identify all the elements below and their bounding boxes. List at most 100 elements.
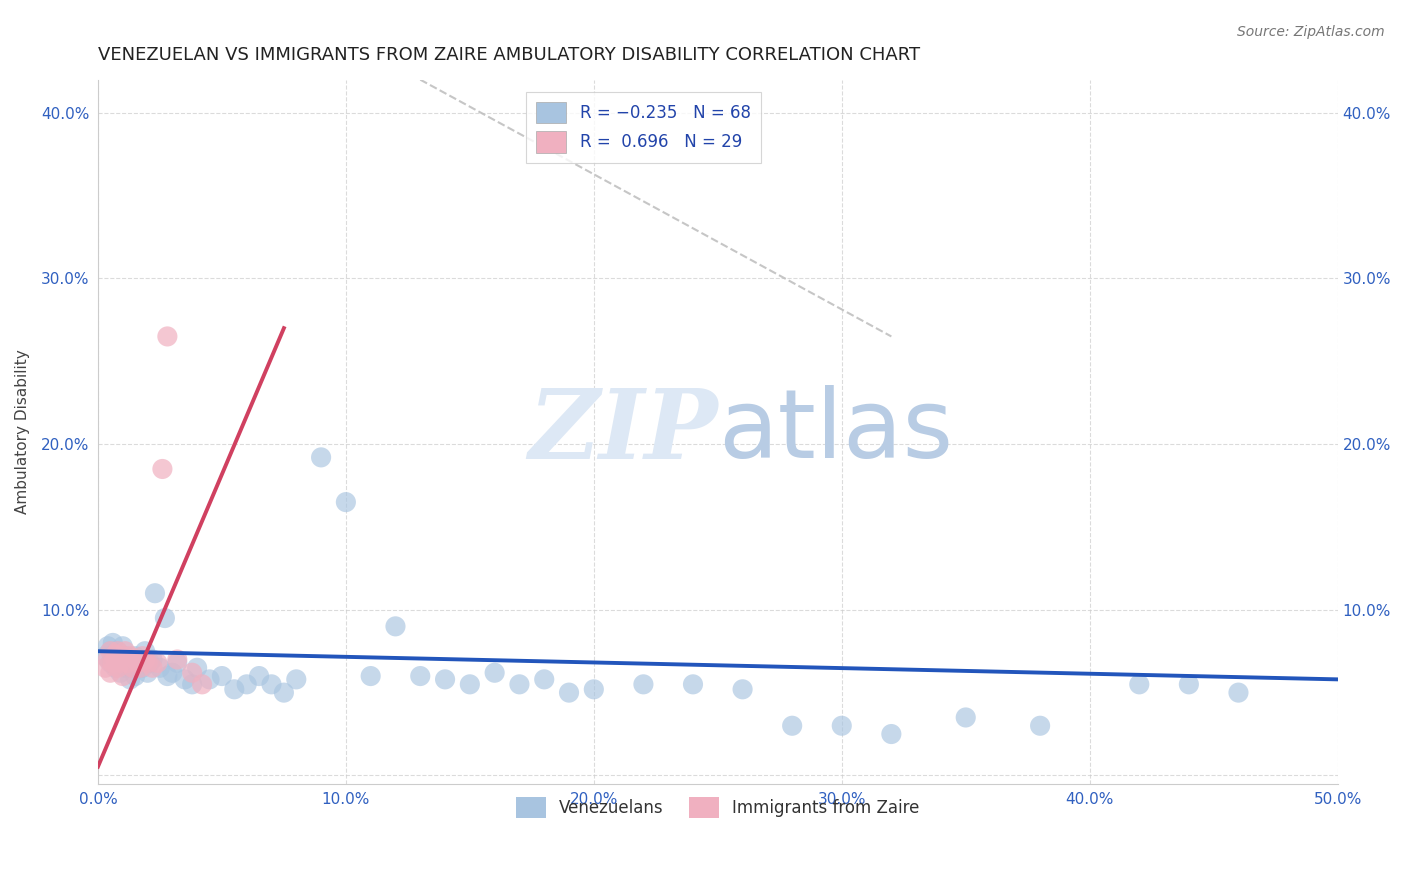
Point bbox=[131, 649, 153, 664]
Point bbox=[285, 673, 308, 687]
Point bbox=[124, 669, 146, 683]
Point bbox=[335, 495, 357, 509]
Point bbox=[107, 661, 129, 675]
Y-axis label: Ambulatory Disability: Ambulatory Disability bbox=[15, 350, 30, 514]
Text: atlas: atlas bbox=[718, 385, 953, 478]
Point bbox=[1227, 685, 1250, 699]
Point bbox=[98, 644, 121, 658]
Point bbox=[682, 677, 704, 691]
Point bbox=[98, 644, 121, 658]
Point bbox=[110, 649, 132, 664]
Point bbox=[127, 656, 149, 670]
Point bbox=[384, 619, 406, 633]
Point bbox=[1128, 677, 1150, 691]
Point bbox=[235, 677, 257, 691]
Point bbox=[111, 669, 134, 683]
Point bbox=[149, 661, 172, 675]
Point bbox=[166, 652, 188, 666]
Point bbox=[558, 685, 581, 699]
Point bbox=[117, 656, 139, 670]
Point bbox=[104, 661, 127, 675]
Point bbox=[129, 652, 152, 666]
Point bbox=[260, 677, 283, 691]
Point bbox=[124, 649, 146, 664]
Point bbox=[121, 661, 143, 675]
Point bbox=[224, 682, 246, 697]
Point bbox=[1178, 677, 1201, 691]
Point bbox=[117, 656, 139, 670]
Point bbox=[434, 673, 457, 687]
Point bbox=[508, 677, 530, 691]
Point bbox=[121, 661, 143, 675]
Point bbox=[458, 677, 481, 691]
Point bbox=[101, 636, 124, 650]
Point bbox=[134, 652, 156, 666]
Point bbox=[104, 648, 127, 662]
Point bbox=[152, 462, 174, 476]
Point bbox=[409, 669, 432, 683]
Point bbox=[97, 639, 120, 653]
Point bbox=[136, 656, 159, 670]
Point bbox=[309, 450, 332, 465]
Point bbox=[136, 665, 159, 680]
Point bbox=[153, 611, 176, 625]
Point bbox=[114, 649, 136, 664]
Point bbox=[114, 644, 136, 658]
Point bbox=[111, 649, 134, 664]
Point bbox=[98, 656, 121, 670]
Point bbox=[129, 661, 152, 675]
Point bbox=[141, 652, 163, 666]
Point bbox=[181, 665, 204, 680]
Point bbox=[120, 673, 142, 687]
Point bbox=[484, 665, 506, 680]
Point bbox=[166, 656, 188, 670]
Point bbox=[633, 677, 655, 691]
Point bbox=[831, 719, 853, 733]
Point bbox=[156, 329, 179, 343]
Point bbox=[94, 661, 117, 675]
Point bbox=[360, 669, 382, 683]
Point bbox=[110, 665, 132, 680]
Point bbox=[127, 656, 149, 670]
Point bbox=[94, 649, 117, 664]
Point bbox=[101, 652, 124, 666]
Point bbox=[97, 652, 120, 666]
Point bbox=[273, 685, 295, 699]
Point bbox=[780, 719, 803, 733]
Point bbox=[162, 665, 184, 680]
Point bbox=[247, 669, 270, 683]
Text: ZIP: ZIP bbox=[529, 384, 718, 479]
Text: VENEZUELAN VS IMMIGRANTS FROM ZAIRE AMBULATORY DISABILITY CORRELATION CHART: VENEZUELAN VS IMMIGRANTS FROM ZAIRE AMBU… bbox=[98, 46, 920, 64]
Point bbox=[111, 652, 134, 666]
Legend: Venezuelans, Immigrants from Zaire: Venezuelans, Immigrants from Zaire bbox=[509, 790, 927, 825]
Point bbox=[98, 665, 121, 680]
Point bbox=[173, 673, 195, 687]
Point bbox=[146, 656, 169, 670]
Point bbox=[156, 669, 179, 683]
Point bbox=[731, 682, 754, 697]
Point bbox=[131, 661, 153, 675]
Point bbox=[101, 656, 124, 670]
Point bbox=[186, 661, 208, 675]
Point bbox=[111, 639, 134, 653]
Point bbox=[582, 682, 605, 697]
Point bbox=[955, 710, 977, 724]
Point bbox=[107, 644, 129, 658]
Point bbox=[191, 677, 214, 691]
Text: Source: ZipAtlas.com: Source: ZipAtlas.com bbox=[1237, 25, 1385, 39]
Point bbox=[198, 673, 221, 687]
Point bbox=[211, 669, 233, 683]
Point bbox=[114, 661, 136, 675]
Point bbox=[139, 656, 162, 670]
Point bbox=[880, 727, 903, 741]
Point bbox=[181, 677, 204, 691]
Point bbox=[134, 644, 156, 658]
Point bbox=[533, 673, 555, 687]
Point bbox=[107, 656, 129, 670]
Point bbox=[104, 652, 127, 666]
Point bbox=[124, 652, 146, 666]
Point bbox=[110, 656, 132, 670]
Point bbox=[104, 648, 127, 662]
Point bbox=[1029, 719, 1052, 733]
Point bbox=[143, 586, 166, 600]
